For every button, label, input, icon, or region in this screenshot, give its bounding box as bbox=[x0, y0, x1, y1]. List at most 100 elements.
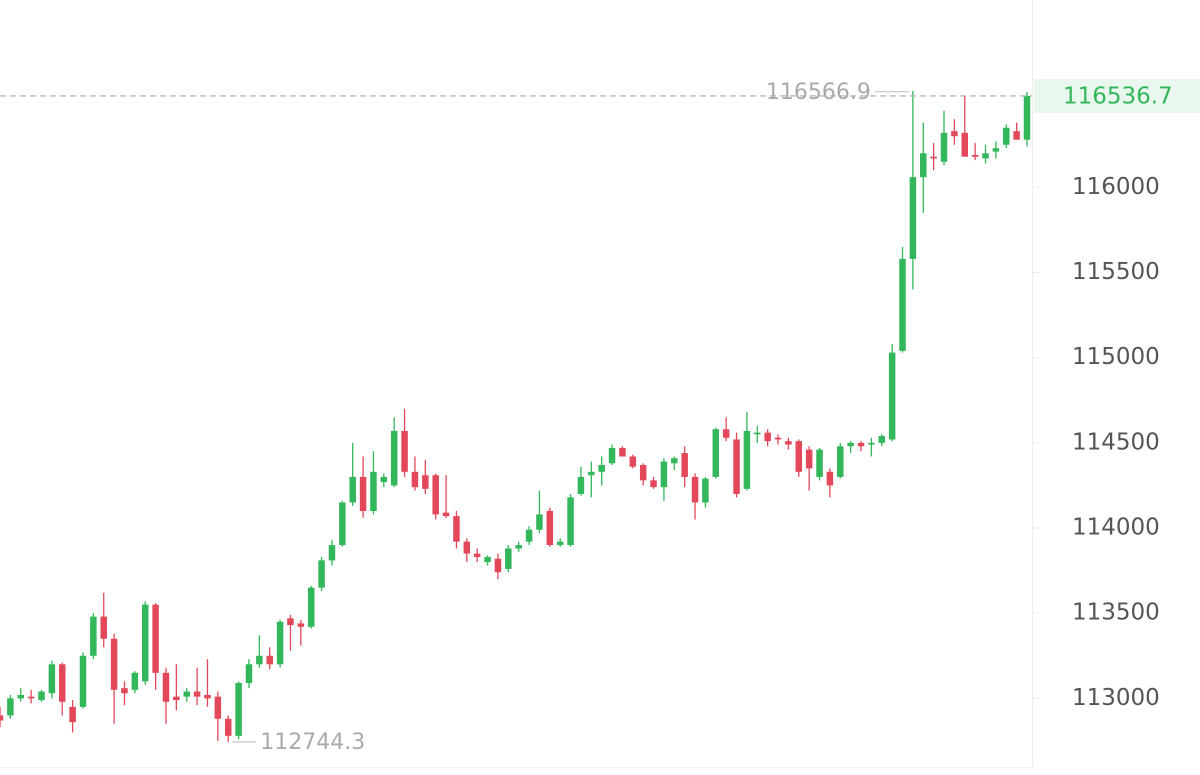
candle-body bbox=[432, 475, 439, 515]
candle-body bbox=[214, 696, 222, 719]
candle-body bbox=[650, 480, 657, 488]
candle-body bbox=[307, 587, 315, 627]
candle-body bbox=[473, 553, 481, 557]
candle-body bbox=[276, 621, 284, 665]
candle-body bbox=[152, 604, 159, 673]
candle-body bbox=[256, 655, 263, 665]
candle-body bbox=[494, 558, 502, 573]
y-tick-label: 115500 bbox=[1072, 259, 1160, 285]
candle-body bbox=[411, 471, 419, 488]
candle-body bbox=[764, 432, 771, 442]
candle-body bbox=[816, 449, 823, 477]
candle-body bbox=[577, 476, 585, 494]
candle-body bbox=[722, 429, 730, 438]
candle-body bbox=[27, 696, 35, 699]
candle-body bbox=[598, 465, 605, 472]
candle-body bbox=[100, 616, 107, 639]
candle-body bbox=[920, 153, 927, 178]
candle-body bbox=[754, 432, 761, 435]
candle-body bbox=[826, 471, 834, 486]
candle-body bbox=[48, 664, 56, 694]
candle-body bbox=[505, 548, 512, 569]
candle-body bbox=[183, 691, 190, 697]
candle-body bbox=[660, 461, 668, 488]
candle-body bbox=[671, 458, 678, 464]
last-price-tag bbox=[1034, 78, 1200, 113]
candle-body bbox=[588, 471, 595, 476]
candle-body bbox=[204, 694, 211, 699]
candle-body bbox=[359, 476, 367, 511]
candle-body bbox=[992, 148, 1000, 152]
candle-body bbox=[899, 258, 906, 351]
candle-body bbox=[681, 453, 688, 477]
candle-body bbox=[909, 177, 917, 259]
candle-body bbox=[401, 430, 408, 472]
last-price-label: 116536.7 bbox=[1063, 83, 1173, 109]
candle-body bbox=[847, 442, 854, 447]
candle-body bbox=[287, 618, 294, 626]
candle-body bbox=[224, 718, 232, 736]
y-tick-label: 115000 bbox=[1072, 344, 1160, 370]
candle-body bbox=[121, 688, 128, 694]
candle-body bbox=[567, 497, 574, 546]
candle-body bbox=[837, 446, 844, 477]
candle-body bbox=[38, 691, 45, 701]
candle-body bbox=[380, 476, 388, 483]
candle-body bbox=[1013, 131, 1020, 140]
candle-body bbox=[484, 556, 491, 563]
candle-body bbox=[318, 560, 325, 588]
y-tick-label: 114000 bbox=[1072, 515, 1160, 541]
candle-body bbox=[422, 475, 429, 489]
candle-body bbox=[639, 465, 647, 481]
y-tick-label: 113000 bbox=[1072, 685, 1160, 711]
candle-body bbox=[868, 442, 875, 445]
candle-body bbox=[888, 352, 896, 440]
candle-body bbox=[349, 476, 356, 503]
candle-body bbox=[930, 156, 937, 159]
low-label: 112744.3 bbox=[260, 730, 365, 755]
candle-body bbox=[110, 638, 118, 690]
y-tick-label: 114500 bbox=[1072, 429, 1160, 455]
annotations: 116566.9 112744.3 116536.7 bbox=[0, 78, 1200, 755]
candle-body bbox=[370, 471, 377, 511]
candle-body bbox=[525, 529, 533, 542]
candle-body bbox=[1003, 127, 1010, 145]
candle-body bbox=[785, 441, 792, 445]
candle-body bbox=[619, 447, 626, 457]
candle-body bbox=[515, 545, 522, 549]
candle-body bbox=[58, 664, 66, 702]
candle-body bbox=[339, 502, 346, 546]
candle-body bbox=[141, 604, 149, 682]
candle-body bbox=[266, 655, 273, 665]
candle-body bbox=[162, 672, 170, 702]
candle-body bbox=[235, 683, 242, 736]
candle-body bbox=[691, 476, 699, 503]
candle-body bbox=[69, 706, 76, 723]
candle-body bbox=[982, 153, 989, 159]
candle-body bbox=[7, 698, 14, 716]
high-label: 116566.9 bbox=[766, 80, 871, 105]
candles bbox=[0, 90, 1031, 742]
candle-body bbox=[712, 429, 720, 477]
candle-body bbox=[795, 441, 803, 472]
candle-body bbox=[546, 510, 554, 546]
candle-body bbox=[1023, 95, 1031, 140]
candle-body bbox=[805, 449, 813, 469]
candle-body bbox=[17, 694, 24, 699]
candle-body bbox=[453, 516, 460, 542]
candle-body bbox=[536, 514, 543, 530]
candle-body bbox=[442, 512, 450, 517]
candle-body bbox=[971, 155, 979, 157]
candle-body bbox=[0, 715, 4, 721]
candle-body bbox=[733, 439, 740, 494]
candle-body bbox=[857, 442, 865, 447]
candle-body bbox=[940, 132, 948, 162]
candle-body bbox=[702, 478, 709, 503]
y-tick-label: 116000 bbox=[1072, 174, 1160, 200]
candle-body bbox=[463, 541, 471, 554]
candle-body bbox=[173, 696, 180, 701]
candle-body bbox=[556, 541, 564, 546]
candle-body bbox=[297, 623, 305, 627]
candle-body bbox=[961, 132, 969, 157]
